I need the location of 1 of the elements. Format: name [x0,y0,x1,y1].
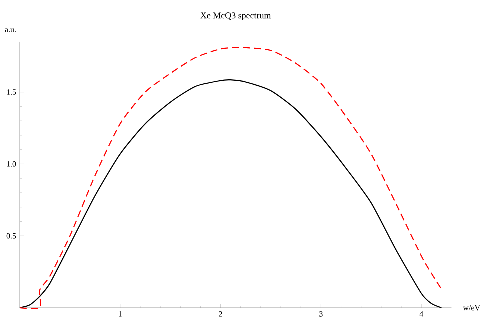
chart-title: Xe McQ3 spectrum [200,12,272,20]
